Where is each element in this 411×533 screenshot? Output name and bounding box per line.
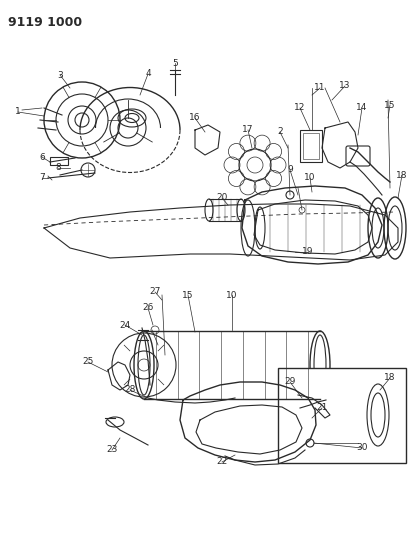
- Text: 4: 4: [145, 69, 151, 78]
- Bar: [50, 157, 68, 165]
- Text: 6: 6: [39, 152, 45, 161]
- Text: 15: 15: [384, 101, 396, 109]
- Text: 17: 17: [242, 125, 254, 134]
- Text: 23: 23: [106, 446, 118, 455]
- Bar: [278, 368, 406, 463]
- Text: 21: 21: [316, 403, 328, 413]
- Text: 28: 28: [124, 385, 136, 394]
- Text: 26: 26: [142, 303, 154, 312]
- Text: 13: 13: [339, 82, 351, 91]
- Text: 29: 29: [284, 377, 296, 386]
- Text: 5: 5: [172, 59, 178, 68]
- Text: 10: 10: [304, 174, 316, 182]
- Text: 30: 30: [356, 443, 368, 453]
- Text: 8: 8: [55, 164, 61, 173]
- Text: 16: 16: [189, 114, 201, 123]
- Text: 15: 15: [182, 290, 194, 300]
- Text: 18: 18: [396, 171, 408, 180]
- Text: 2: 2: [277, 127, 283, 136]
- Text: 22: 22: [216, 457, 228, 466]
- Text: 14: 14: [356, 103, 368, 112]
- Text: 9: 9: [287, 166, 293, 174]
- Text: 12: 12: [294, 103, 306, 112]
- Text: 3: 3: [57, 70, 63, 79]
- Text: 10: 10: [226, 290, 238, 300]
- Text: 11: 11: [314, 84, 326, 93]
- Text: 7: 7: [39, 174, 45, 182]
- Text: 9119 1000: 9119 1000: [8, 16, 82, 29]
- Text: 20: 20: [216, 193, 228, 203]
- Bar: [303, 133, 319, 159]
- Text: 24: 24: [119, 320, 131, 329]
- Bar: [300, 130, 322, 162]
- Text: 1: 1: [15, 108, 21, 117]
- Text: 18: 18: [384, 374, 396, 383]
- Text: 19: 19: [302, 247, 314, 256]
- Text: 27: 27: [149, 287, 161, 296]
- Text: 25: 25: [82, 358, 94, 367]
